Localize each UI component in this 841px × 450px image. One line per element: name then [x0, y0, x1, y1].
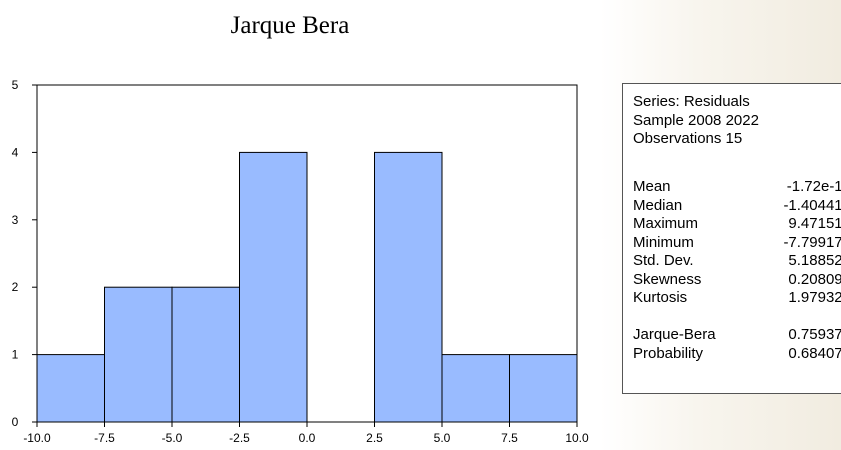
y-axis: 0 1 2 3 4 5 — [12, 78, 37, 429]
chart-title: Jarque Bera — [230, 12, 350, 39]
histogram-bar — [441, 354, 510, 423]
x-tick-label: -10.0 — [23, 431, 51, 445]
x-axis: -10.0 -7.5 -5.0 -2.5 0.0 2.5 5.0 7.5 10.0 — [23, 422, 589, 445]
x-tick-label: 5.0 — [434, 431, 451, 445]
stat-label: Median — [633, 196, 683, 214]
x-tick-label: -2.5 — [229, 431, 250, 445]
observations-label: Observations 15 — [633, 130, 743, 147]
histogram-bar — [509, 354, 578, 423]
x-tick-label: 7.5 — [501, 431, 518, 445]
y-tick-label: 1 — [12, 348, 19, 362]
x-tick-label: 0.0 — [299, 431, 316, 445]
x-tick-label: -7.5 — [94, 431, 115, 445]
stat-label: Maximum — [633, 215, 699, 232]
stat-value: 0.759372 — [788, 326, 841, 343]
x-tick-label: 2.5 — [366, 431, 383, 445]
stat-value: -7.799178 — [783, 233, 841, 251]
y-tick-label: 3 — [12, 213, 19, 227]
histogram-bar — [374, 151, 443, 423]
x-tick-label: 10.0 — [565, 431, 589, 445]
stat-label: Kurtosis — [633, 289, 688, 306]
stat-value: -1.72e-15 — [786, 178, 841, 195]
y-tick-label: 0 — [12, 415, 19, 429]
stat-label: Jarque-Bera — [633, 326, 716, 343]
histogram-bar — [36, 354, 105, 423]
stat-label: Minimum — [633, 233, 694, 251]
stat-value: 0.208097 — [788, 270, 841, 288]
sample-label: Sample 2008 2022 — [633, 111, 759, 129]
stat-value: 9.471513 — [788, 215, 841, 232]
statistics-panel: Series: Residuals Sample 2008 2022 Obser… — [622, 83, 841, 394]
histogram-chart: 0 1 2 3 4 5 -10.0 -7.5 -5.0 -2.5 0.0 2.5 5.0 7.5 10.0 — [12, 78, 589, 445]
stat-label: Mean — [633, 178, 671, 195]
stat-label: Probability — [633, 344, 704, 362]
bars-layer — [36, 151, 578, 423]
y-tick-label: 5 — [12, 78, 19, 92]
stat-label: Skewness — [633, 270, 702, 288]
stat-value: 5.188527 — [788, 252, 841, 269]
histogram-bar — [239, 151, 308, 423]
histogram-bar — [104, 286, 173, 423]
stat-value: 0.684076 — [788, 344, 841, 362]
y-tick-label: 2 — [12, 280, 19, 294]
series-label: Series: Residuals — [633, 93, 750, 110]
x-tick-label: -5.0 — [162, 431, 183, 445]
stat-label: Std. Dev. — [633, 252, 694, 269]
histogram-bar — [171, 286, 240, 423]
stat-value: 1.979325 — [788, 289, 841, 306]
y-tick-label: 4 — [12, 145, 19, 159]
stat-value: -1.404417 — [783, 196, 841, 214]
